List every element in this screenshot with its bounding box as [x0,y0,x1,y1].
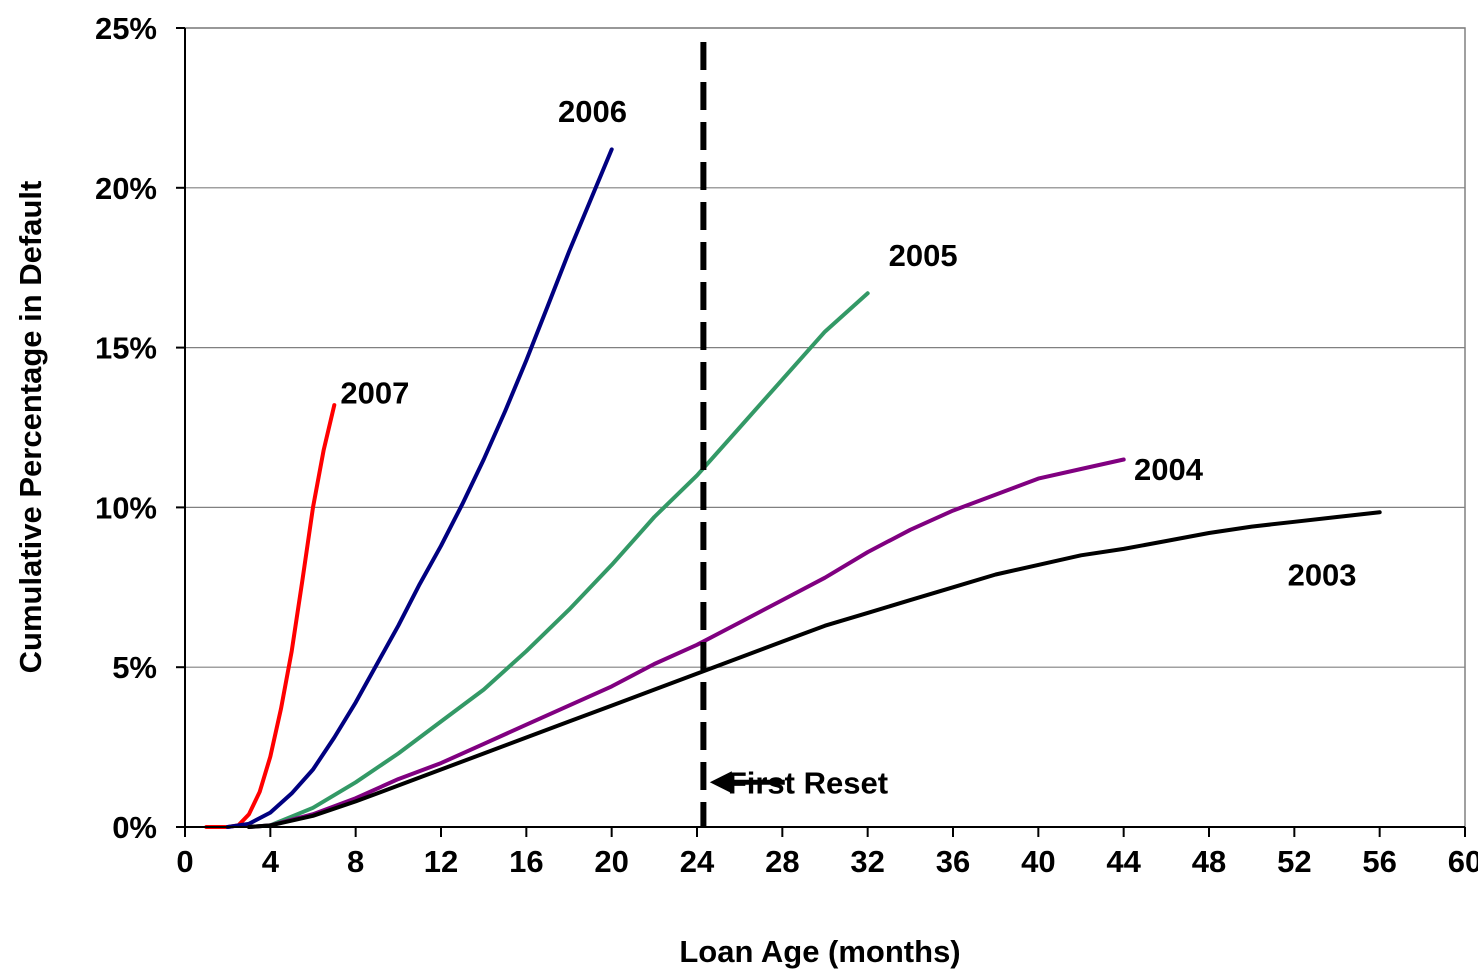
series-label-2006: 2006 [558,94,627,129]
first-reset-arrowhead [709,771,732,794]
series-label-2005: 2005 [889,238,958,273]
x-tick-label: 32 [850,844,884,879]
x-tick-label: 52 [1277,844,1311,879]
y-tick-label: 25% [95,11,157,46]
series-label-2003: 2003 [1288,558,1357,593]
x-tick-label: 12 [424,844,458,879]
x-axis-title: Loan Age (months) [679,934,960,969]
series-line-2005 [247,291,870,829]
y-tick-label: 10% [95,490,157,525]
x-tick-label: 4 [262,844,280,879]
x-tick-label: 36 [936,844,970,879]
x-tick-label: 56 [1362,844,1396,879]
series-line-2006 [225,147,614,829]
first-reset-label: First Reset [728,765,888,800]
x-tick-label: 16 [509,844,543,879]
x-tick-label: 0 [176,844,193,879]
x-tick-label: 28 [765,844,799,879]
x-tick-label: 40 [1021,844,1055,879]
x-axis-ticks: 0 4 8 12 16 20 24 28 32 36 40 44 48 52 56 60 [176,827,1478,879]
axes: 0 4 8 12 16 20 24 28 32 36 40 44 48 52 56 60 0%5%10%15%… [95,11,1478,879]
y-tick-label: 0% [112,810,157,845]
annotation-layer: First Reset [709,765,888,800]
plot-area-border [184,27,1466,828]
series-line-2003 [247,510,1382,829]
x-tick-label: 8 [347,844,364,879]
series-label-2007: 2007 [340,375,409,410]
x-tick-label: 44 [1106,844,1141,879]
x-tick-label: 24 [680,844,715,879]
series-line-2004 [247,457,1126,829]
y-axis-ticks: 0% 5% 10% 15% 20% 25% [95,11,185,845]
y-axis-title: Cumulative Percentage in Default [13,181,48,674]
x-tick-label: 48 [1192,844,1226,879]
series-labels: 2007 2006 2005 2004 2003 [340,94,1356,592]
gridlines [185,27,1465,668]
y-tick-label: 5% [112,650,157,685]
x-tick-label: 20 [594,844,628,879]
series-label-2004: 2004 [1134,452,1204,487]
series-layer [204,147,1382,829]
y-tick-label: 15% [95,331,157,366]
y-tick-label: 20% [95,171,157,206]
x-tick-label: 60 [1448,844,1478,879]
